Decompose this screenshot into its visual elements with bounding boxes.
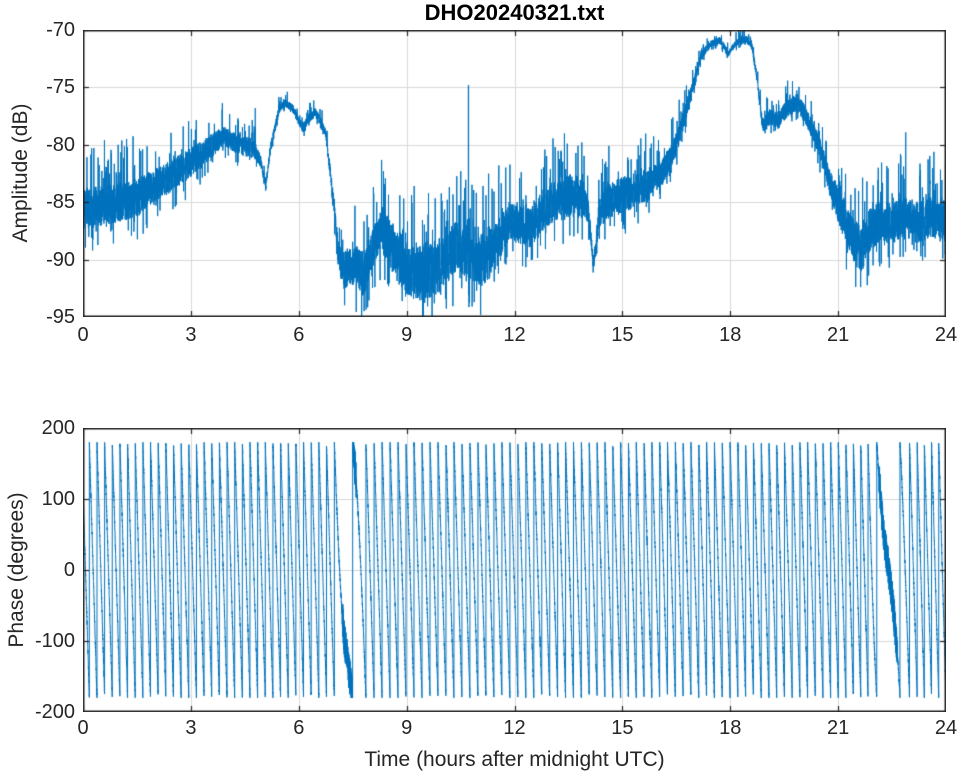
- x-tick-label: 12: [503, 717, 526, 739]
- y-tick-label: 0: [63, 559, 75, 581]
- x-tick-label: 18: [719, 324, 742, 346]
- y-tick-label: -90: [46, 248, 75, 271]
- amplitude-plot-area: [83, 30, 946, 317]
- x-tick-label: 3: [185, 717, 197, 739]
- x-tick-label: 21: [827, 717, 850, 739]
- plot-title: DHO20240321.txt: [424, 0, 605, 25]
- x-tick-label: 15: [611, 717, 634, 739]
- x-tick-label: 24: [934, 324, 958, 346]
- time-x-axis-label: Time (hours after midnight UTC): [364, 748, 665, 771]
- y-tick-label: 200: [41, 417, 75, 439]
- x-tick-label: 24: [934, 717, 958, 739]
- x-tick-label: 15: [611, 324, 634, 346]
- y-tick-label: -100: [34, 630, 75, 652]
- y-tick-label: 100: [41, 488, 75, 510]
- y-tick-label: -70: [46, 19, 75, 41]
- x-tick-label: 12: [503, 324, 526, 346]
- x-tick-label: 9: [401, 717, 413, 739]
- x-tick-label: 9: [401, 324, 413, 346]
- x-tick-label: 0: [77, 717, 89, 739]
- x-tick-label: 0: [77, 324, 89, 346]
- amplitude-y-axis-label: Amplitude (dB): [9, 103, 32, 243]
- x-tick-label: 6: [293, 324, 305, 346]
- x-tick-label: 6: [293, 717, 305, 739]
- y-tick-label: -80: [46, 133, 75, 156]
- x-tick-label: 3: [185, 324, 197, 346]
- y-tick-label: -85: [46, 191, 75, 214]
- y-tick-label: -200: [34, 701, 75, 723]
- y-tick-label: -95: [46, 306, 75, 328]
- x-tick-label: 21: [827, 324, 850, 346]
- phase-plot-area: [83, 428, 946, 712]
- y-tick-label: -75: [46, 76, 75, 99]
- x-tick-label: 18: [719, 717, 742, 739]
